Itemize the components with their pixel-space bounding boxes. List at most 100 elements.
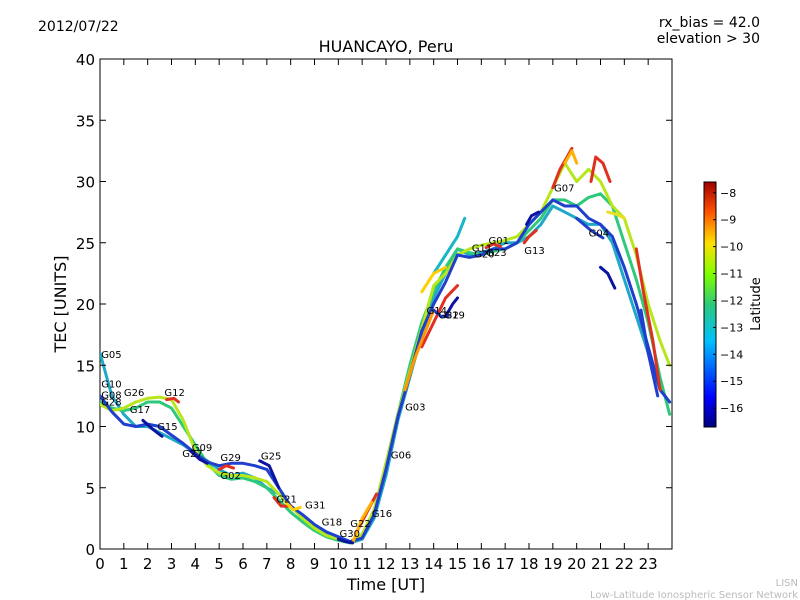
satellite-label: G05 xyxy=(101,350,121,361)
satellite-label: G09 xyxy=(192,443,212,454)
x-tick-label: 11 xyxy=(353,555,372,573)
y-tick-label: 0 xyxy=(85,541,95,559)
series-short-10 xyxy=(606,210,626,220)
colorbar-label: Latitude xyxy=(749,277,764,331)
series-short-21 xyxy=(165,396,181,404)
y-tick-label: 25 xyxy=(76,235,95,253)
satellite-label: G30 xyxy=(340,529,360,540)
satellite-label: G01 xyxy=(488,236,508,247)
x-tick-label: 8 xyxy=(286,555,296,573)
y-tick-label: 35 xyxy=(76,112,95,130)
colorbar-tick-label: −12 xyxy=(720,294,743,307)
x-tick-label: 22 xyxy=(615,555,634,573)
colorbar-tick-label: −16 xyxy=(720,402,743,415)
colorbar-ticks: −8 −9 −10 −11 −12 −13 −14 −15 −16 xyxy=(713,187,743,415)
satellite-label: G13 xyxy=(524,246,544,257)
series-short-12 xyxy=(575,216,605,240)
x-tick-label: 21 xyxy=(591,555,610,573)
series-short-20 xyxy=(336,537,355,545)
series-short-25 xyxy=(484,242,502,250)
date-label: 2012/07/22 xyxy=(38,19,119,35)
colorbar-tick-label: −13 xyxy=(720,321,743,334)
satellite-label: G14 xyxy=(427,306,447,317)
x-tick-label: 5 xyxy=(214,555,224,573)
x-tick-label: 20 xyxy=(567,555,586,573)
colorbar-tick-label: −14 xyxy=(720,348,743,361)
series-short-14 xyxy=(639,308,660,398)
colorbar-tick-label: −8 xyxy=(720,187,736,200)
satellite-label: G22 xyxy=(350,519,370,530)
series-short-13 xyxy=(634,247,662,392)
x-tick-label: 2 xyxy=(143,555,153,573)
x-tick-label: 14 xyxy=(424,555,443,573)
series-short-9 xyxy=(589,155,612,183)
x-tick-label: 19 xyxy=(543,555,562,573)
colorbar xyxy=(703,181,717,428)
x-tick-label: 13 xyxy=(400,555,419,573)
colorbar-tick-label: −15 xyxy=(720,375,743,388)
y-tick-label: 15 xyxy=(76,357,95,375)
series-short-8 xyxy=(563,149,579,165)
y-axis-label: TEC [UNITS] xyxy=(51,256,70,354)
series-short-17 xyxy=(284,500,302,512)
series-layer xyxy=(100,146,672,545)
series-short-1 xyxy=(420,284,459,349)
series-short-26 xyxy=(522,229,538,245)
x-tick-label: 1 xyxy=(119,555,129,573)
y-tick-label: 10 xyxy=(76,419,95,437)
x-tick-label: 10 xyxy=(329,555,348,573)
x-tick-label: 7 xyxy=(262,555,272,573)
satellite-label: G32 xyxy=(438,311,458,322)
x-axis-label: Time [UT] xyxy=(346,575,425,594)
satellite-label: G27 xyxy=(182,449,202,460)
satellite-label: G08 xyxy=(101,390,121,401)
series-short-23 xyxy=(189,449,209,465)
series-short-6 xyxy=(420,265,448,294)
satellite-label: G06 xyxy=(391,450,411,461)
x-tick-label: 0 xyxy=(95,555,105,573)
satellite-label: G18 xyxy=(322,518,342,529)
series-short-11 xyxy=(599,265,617,290)
x-tick-label: 4 xyxy=(191,555,201,573)
satellite-label: G02 xyxy=(220,471,240,482)
x-tick-label: 16 xyxy=(472,555,491,573)
series-short-5 xyxy=(432,216,467,275)
y-tick-label: 20 xyxy=(76,296,95,314)
satellite-label: G19 xyxy=(444,311,464,322)
x-tick-label: 9 xyxy=(310,555,320,573)
satellite-label: G11 xyxy=(472,243,492,254)
satellite-label: G31 xyxy=(305,501,325,512)
x-tick-label: 23 xyxy=(639,555,658,573)
y-tick-label: 5 xyxy=(85,480,95,498)
y-tick-label: 30 xyxy=(76,174,95,192)
series-short-4 xyxy=(444,296,459,318)
elevation-label: elevation > 30 xyxy=(657,31,760,47)
satellite-label: G15 xyxy=(157,422,177,433)
satellite-label: G21 xyxy=(276,494,296,505)
footer-lisn: LISN xyxy=(776,578,798,589)
footer-network: Low-Latitude Ionospheric Sensor Network xyxy=(590,590,798,600)
colorbar-tick-label: −11 xyxy=(720,268,743,281)
series-short-2 xyxy=(403,308,436,392)
x-tick-label: 12 xyxy=(376,555,395,573)
satellite-label: G26 xyxy=(124,388,144,399)
series-short-27 xyxy=(525,210,540,226)
satellite-label: G07 xyxy=(554,183,574,194)
series-short-22 xyxy=(141,418,164,438)
series-short-19 xyxy=(351,500,374,545)
axis-ticks: 0 1 2 3 4 5 6 7 8 9 10 11 12 13 14 15 16 17 18 19 20 21 22 2305… xyxy=(76,51,672,573)
satellite-label: G25 xyxy=(261,452,281,463)
satellite-label: G29 xyxy=(220,453,240,464)
satellite-label: G04 xyxy=(589,229,609,240)
x-tick-label: 15 xyxy=(448,555,467,573)
satellite-label: G10 xyxy=(101,379,121,390)
series-short-24 xyxy=(217,464,235,471)
x-tick-label: 17 xyxy=(496,555,515,573)
chart-title: HUANCAYO, Peru xyxy=(319,37,454,56)
satellite-label: G12 xyxy=(164,388,184,399)
x-tick-label: 18 xyxy=(519,555,538,573)
colorbar-tick-label: −10 xyxy=(720,241,743,254)
satellite-label: G28 xyxy=(101,398,121,409)
